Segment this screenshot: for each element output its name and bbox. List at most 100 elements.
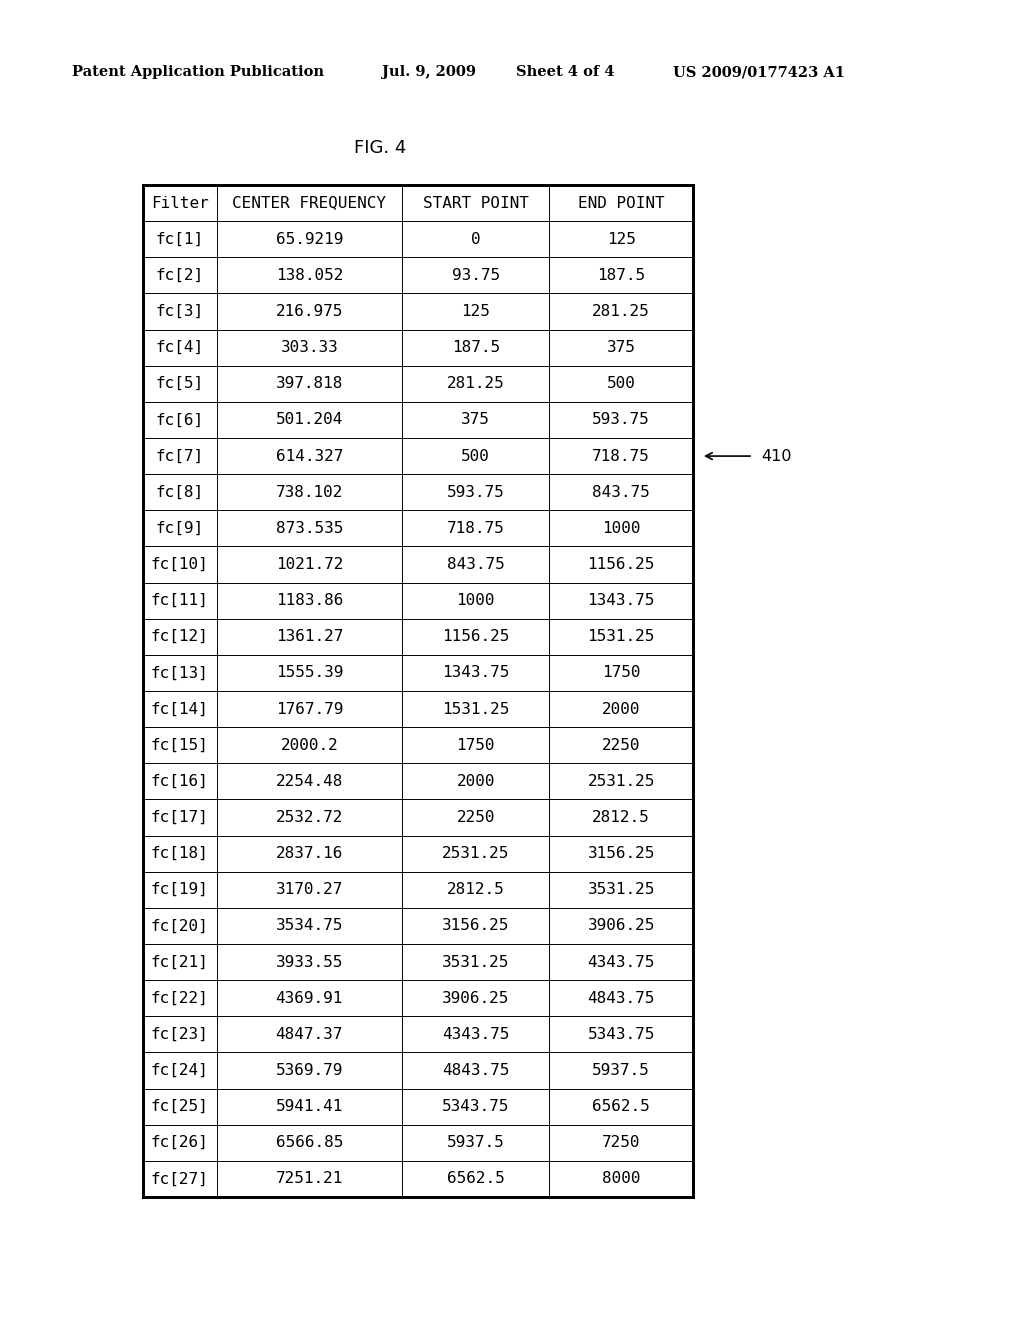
Text: 2531.25: 2531.25 <box>442 846 509 861</box>
Text: 4843.75: 4843.75 <box>588 991 655 1006</box>
Text: FIG. 4: FIG. 4 <box>354 139 407 157</box>
Text: 1750: 1750 <box>457 738 495 752</box>
Text: 1343.75: 1343.75 <box>588 593 655 609</box>
Text: 7251.21: 7251.21 <box>275 1171 343 1187</box>
Text: 375: 375 <box>462 412 490 428</box>
Text: 3170.27: 3170.27 <box>275 882 343 898</box>
Text: 1750: 1750 <box>602 665 640 680</box>
Text: 1000: 1000 <box>602 521 640 536</box>
Text: fc[16]: fc[16] <box>151 774 209 789</box>
Text: 3534.75: 3534.75 <box>275 919 343 933</box>
Text: fc[9]: fc[9] <box>156 521 204 536</box>
Text: fc[11]: fc[11] <box>151 593 209 609</box>
Text: END POINT: END POINT <box>578 195 665 211</box>
Text: 397.818: 397.818 <box>275 376 343 391</box>
Text: 5343.75: 5343.75 <box>588 1027 655 1041</box>
Text: fc[17]: fc[17] <box>151 810 209 825</box>
Text: 1767.79: 1767.79 <box>275 701 343 717</box>
Text: 4343.75: 4343.75 <box>588 954 655 970</box>
Text: 8000: 8000 <box>602 1171 640 1187</box>
Text: 3933.55: 3933.55 <box>275 954 343 970</box>
Text: 593.75: 593.75 <box>592 412 650 428</box>
Text: 1555.39: 1555.39 <box>275 665 343 680</box>
Text: 2812.5: 2812.5 <box>592 810 650 825</box>
Text: 2000: 2000 <box>457 774 495 789</box>
Text: 2250: 2250 <box>602 738 640 752</box>
Text: 4369.91: 4369.91 <box>275 991 343 1006</box>
Text: 843.75: 843.75 <box>446 557 505 572</box>
Text: 1531.25: 1531.25 <box>588 630 655 644</box>
Text: 3156.25: 3156.25 <box>442 919 509 933</box>
Text: fc[22]: fc[22] <box>151 991 209 1006</box>
Text: fc[5]: fc[5] <box>156 376 204 391</box>
Text: 6562.5: 6562.5 <box>446 1171 505 1187</box>
Text: fc[25]: fc[25] <box>151 1100 209 1114</box>
Text: fc[10]: fc[10] <box>151 557 209 572</box>
Text: 138.052: 138.052 <box>275 268 343 282</box>
Text: 2531.25: 2531.25 <box>588 774 655 789</box>
Text: 1021.72: 1021.72 <box>275 557 343 572</box>
Text: 4843.75: 4843.75 <box>442 1063 509 1078</box>
Text: 125: 125 <box>462 304 490 319</box>
Text: 500: 500 <box>607 376 636 391</box>
Text: fc[13]: fc[13] <box>151 665 209 680</box>
Text: 7250: 7250 <box>602 1135 640 1150</box>
Text: fc[27]: fc[27] <box>151 1171 209 1187</box>
Text: 410: 410 <box>761 449 792 463</box>
Text: Patent Application Publication: Patent Application Publication <box>72 65 324 79</box>
Text: 1361.27: 1361.27 <box>275 630 343 644</box>
Text: 2000: 2000 <box>602 701 640 717</box>
Text: US 2009/0177423 A1: US 2009/0177423 A1 <box>673 65 845 79</box>
Text: 1343.75: 1343.75 <box>442 665 509 680</box>
Text: 2000.2: 2000.2 <box>281 738 338 752</box>
Text: fc[7]: fc[7] <box>156 449 204 463</box>
Text: 5937.5: 5937.5 <box>592 1063 650 1078</box>
Text: 843.75: 843.75 <box>592 484 650 500</box>
Text: 873.535: 873.535 <box>275 521 343 536</box>
Text: 4343.75: 4343.75 <box>442 1027 509 1041</box>
Text: 2532.72: 2532.72 <box>275 810 343 825</box>
Text: 187.5: 187.5 <box>452 341 500 355</box>
Text: fc[1]: fc[1] <box>156 232 204 247</box>
Text: Jul. 9, 2009: Jul. 9, 2009 <box>382 65 476 79</box>
Text: fc[12]: fc[12] <box>151 630 209 644</box>
Text: fc[20]: fc[20] <box>151 919 209 933</box>
Text: fc[18]: fc[18] <box>151 846 209 861</box>
Text: 93.75: 93.75 <box>452 268 500 282</box>
Text: 6566.85: 6566.85 <box>275 1135 343 1150</box>
Text: 6562.5: 6562.5 <box>592 1100 650 1114</box>
Text: 614.327: 614.327 <box>275 449 343 463</box>
Text: 593.75: 593.75 <box>446 484 505 500</box>
Text: 216.975: 216.975 <box>275 304 343 319</box>
Text: 5369.79: 5369.79 <box>275 1063 343 1078</box>
Text: 2837.16: 2837.16 <box>275 846 343 861</box>
Text: 187.5: 187.5 <box>597 268 645 282</box>
Text: 3531.25: 3531.25 <box>442 954 509 970</box>
Text: 5941.41: 5941.41 <box>275 1100 343 1114</box>
Text: 125: 125 <box>607 232 636 247</box>
Bar <box>143 185 693 1197</box>
Text: 1531.25: 1531.25 <box>442 701 509 717</box>
Text: CENTER FREQUENCY: CENTER FREQUENCY <box>232 195 386 211</box>
Text: Filter: Filter <box>151 195 209 211</box>
Text: 2812.5: 2812.5 <box>446 882 505 898</box>
Text: fc[21]: fc[21] <box>151 954 209 970</box>
Text: fc[15]: fc[15] <box>151 738 209 752</box>
Text: fc[8]: fc[8] <box>156 484 204 500</box>
Text: 65.9219: 65.9219 <box>275 232 343 247</box>
Text: 2254.48: 2254.48 <box>275 774 343 789</box>
Text: 303.33: 303.33 <box>281 341 338 355</box>
Text: 738.102: 738.102 <box>275 484 343 500</box>
Text: fc[4]: fc[4] <box>156 341 204 355</box>
Text: 500: 500 <box>462 449 490 463</box>
Text: 501.204: 501.204 <box>275 412 343 428</box>
Text: 1183.86: 1183.86 <box>275 593 343 609</box>
Text: fc[23]: fc[23] <box>151 1027 209 1041</box>
Text: 4847.37: 4847.37 <box>275 1027 343 1041</box>
Text: 1156.25: 1156.25 <box>588 557 655 572</box>
Text: START POINT: START POINT <box>423 195 528 211</box>
Text: 3906.25: 3906.25 <box>442 991 509 1006</box>
Text: 281.25: 281.25 <box>592 304 650 319</box>
Text: 718.75: 718.75 <box>592 449 650 463</box>
Text: 3906.25: 3906.25 <box>588 919 655 933</box>
